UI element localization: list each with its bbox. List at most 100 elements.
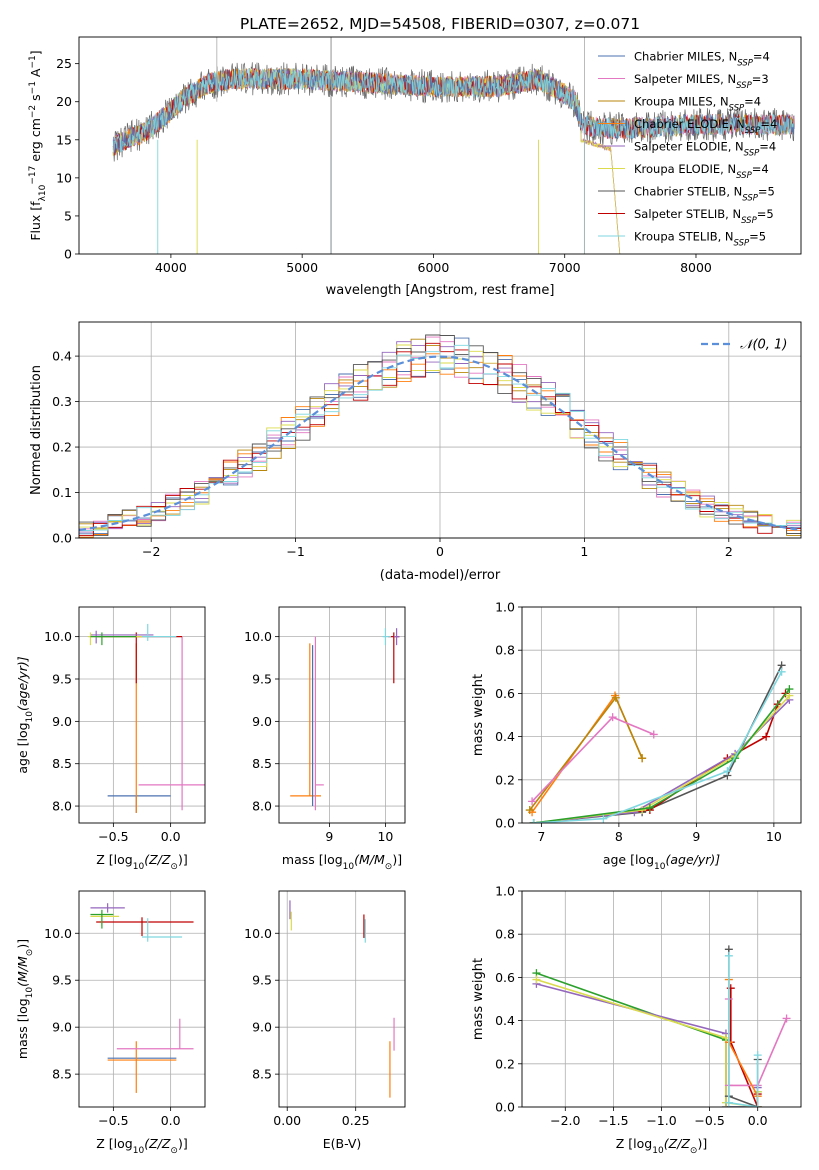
label-part: s xyxy=(28,94,43,105)
legend-entry: Chabrier ELODIE, NSSP=4 xyxy=(634,117,777,136)
legend-val: =4 xyxy=(759,140,776,154)
y-axis-label: Normed distribution xyxy=(29,365,44,495)
x-tick-label: 10 xyxy=(766,829,782,844)
label-part: −1 xyxy=(28,81,38,94)
histogram-series xyxy=(79,344,801,531)
x-tick-label: 0.25 xyxy=(342,1113,370,1128)
legend-name: Chabrier ELODIE, N xyxy=(634,117,745,131)
weight-series-line xyxy=(536,983,759,1107)
legend-entry: Chabrier STELIB, NSSP=5 xyxy=(634,185,775,204)
y-tick-label: 0.4 xyxy=(495,729,515,744)
label-part: ] xyxy=(28,50,43,55)
y-tick-label: 8.5 xyxy=(252,1067,272,1082)
y-tick-label: 1.0 xyxy=(495,600,515,615)
x-tick-label: 0 xyxy=(436,544,444,559)
x-tick-label: 9 xyxy=(325,829,333,844)
x-tick-label: 5000 xyxy=(286,260,318,275)
label-part: 10 xyxy=(652,1146,664,1156)
x-tick-label: 8000 xyxy=(680,260,712,275)
label-part: −17 xyxy=(28,166,38,185)
legend-val: =4 xyxy=(744,95,761,109)
x-tick-label: 4000 xyxy=(155,260,187,275)
label-part: ⊙ xyxy=(385,862,393,872)
y-tick-label: 9.0 xyxy=(52,714,72,729)
y-tick-label: 15 xyxy=(56,132,72,147)
weight-marker xyxy=(777,667,786,676)
y-axis-label: mass [log10(M/M⊙)] xyxy=(15,939,35,1059)
y-tick-label: 8.5 xyxy=(52,1067,72,1082)
label-part: )] xyxy=(392,852,402,867)
weight-marker xyxy=(528,797,537,806)
y-tick-label: 0.8 xyxy=(495,643,515,658)
label-part: (age/yr)] xyxy=(665,852,720,867)
gaussian-curve xyxy=(79,355,801,532)
weight-marker xyxy=(608,713,617,722)
axes-frame xyxy=(278,890,406,1108)
chart-mass-vs-Z: −0.5 0.08.59.09.510.0Z [log10(Z/Z⊙)]mass … xyxy=(15,890,206,1156)
x-axis-label: (data-model)/error xyxy=(380,568,501,583)
y-tick-label: 10 xyxy=(56,170,72,185)
label-part: 10 xyxy=(343,862,355,872)
y-tick-label: 8.0 xyxy=(252,799,272,814)
weight-series-line xyxy=(531,716,655,802)
label-part: )] xyxy=(697,1136,707,1151)
spectrum-series-line xyxy=(112,68,795,153)
legend-val: =5 xyxy=(757,207,774,221)
legend-sub: SSP xyxy=(729,104,745,114)
histograms xyxy=(79,334,801,538)
weight-series-line xyxy=(536,978,759,1107)
legend-entry: Salpeter STELIB, NSSP=5 xyxy=(634,207,774,226)
errorbars xyxy=(289,900,395,1098)
legend-entry: Kroupa MILES, NSSP=4 xyxy=(634,95,761,114)
histogram-series xyxy=(79,342,801,536)
y-tick-label: 1.0 xyxy=(495,884,515,899)
axes-frame xyxy=(521,606,802,824)
weight-marker xyxy=(782,1014,791,1023)
y-tick-label: 0.4 xyxy=(52,349,72,364)
weight-marker xyxy=(532,975,541,984)
weight-marker xyxy=(723,767,732,776)
weight-marker xyxy=(753,1103,762,1107)
axes-frame xyxy=(78,890,206,1108)
label-part: )] xyxy=(178,1136,188,1151)
legend-sub: SSP xyxy=(736,81,752,91)
chart-title: PLATE=2652, MJD=54508, FIBERID=0307, z=0… xyxy=(240,15,640,33)
x-axis-label: wavelength [Angstrom, rest frame] xyxy=(326,283,555,298)
x-axis-label: Z [log10(Z/Z⊙)] xyxy=(616,1136,707,1156)
x-axis-label: Z [log10(Z/Z⊙)] xyxy=(96,1136,187,1156)
weight-lines xyxy=(532,945,791,1107)
weight-series-line xyxy=(531,693,643,813)
x-tick-label: 10 xyxy=(377,829,393,844)
y-axis-label: age [log10(age/yr)] xyxy=(15,656,35,773)
legend-val: =3 xyxy=(752,72,769,86)
legend-sub: SSP xyxy=(736,171,752,181)
label-part: λ xyxy=(38,195,48,201)
legend-val: =4 xyxy=(753,50,770,64)
label-part: (Z/Z xyxy=(144,852,171,867)
legend-sub: SSP xyxy=(741,216,757,226)
y-axis-label: mass weight xyxy=(471,958,486,1040)
y-tick-label: 20 xyxy=(56,94,72,109)
label-part: 10 xyxy=(38,184,48,196)
y-tick-label: 9.5 xyxy=(252,672,272,687)
weight-marker xyxy=(599,814,608,823)
legend-val: =4 xyxy=(760,117,777,131)
y-tick-label: 0.0 xyxy=(495,816,515,831)
y-tick-label: 10.0 xyxy=(44,926,72,941)
weight-series-line xyxy=(533,671,783,823)
label-part: )] xyxy=(15,939,30,949)
weight-marker xyxy=(529,819,538,823)
y-tick-label: 0.0 xyxy=(495,1100,515,1115)
label-part: )] xyxy=(178,852,188,867)
weight-marker xyxy=(645,803,654,812)
y-tick-label: 9.0 xyxy=(252,1020,272,1035)
label-part: (age/yr)] xyxy=(15,656,30,711)
y-tick-label: 0.2 xyxy=(52,440,72,455)
x-tick-label: −2.0 xyxy=(550,1113,580,1128)
weight-series-line xyxy=(728,955,759,1107)
x-tick-label: 7 xyxy=(537,829,545,844)
legend-name: Salpeter STELIB, N xyxy=(634,207,741,221)
y-tick-label: 9.5 xyxy=(252,973,272,988)
axes-frame xyxy=(78,36,802,255)
